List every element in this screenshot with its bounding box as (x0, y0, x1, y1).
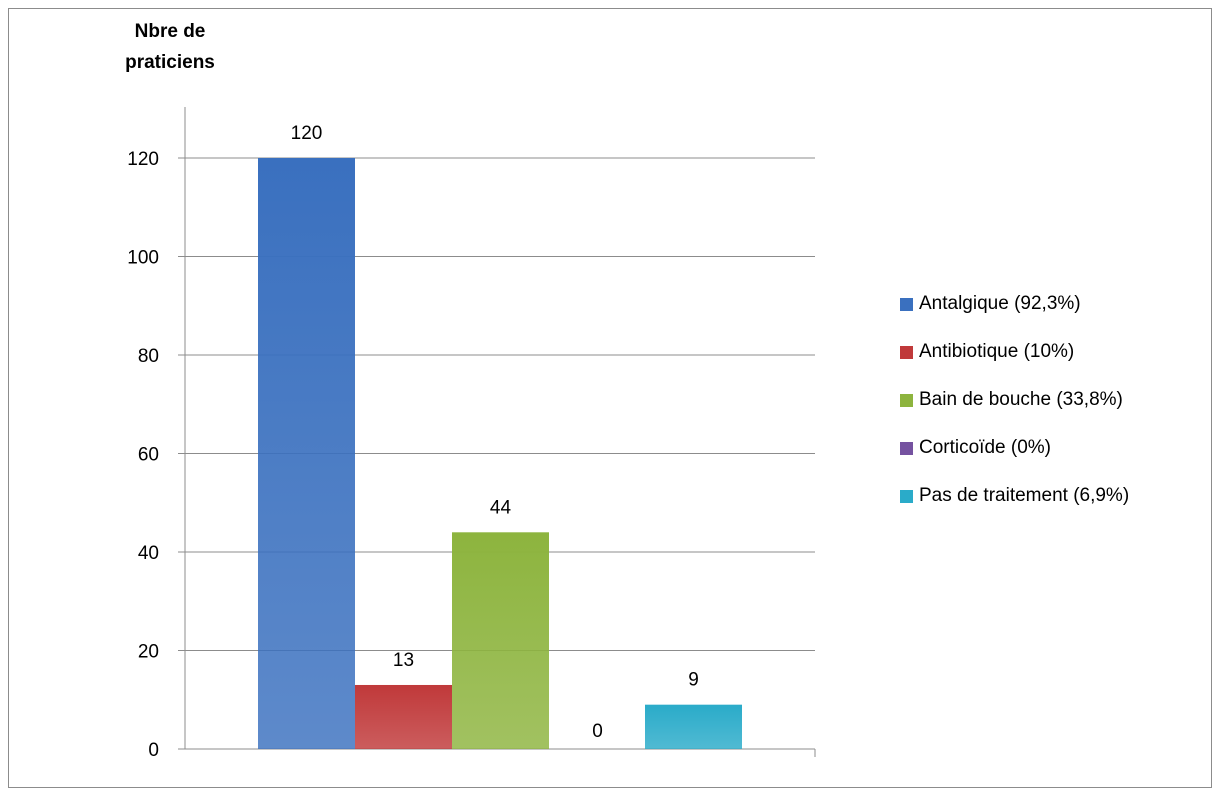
legend-label: Pas de traitement (6,9%) (919, 485, 1130, 506)
bar (452, 532, 549, 749)
legend: Antalgique (92,3%) Antibiotique (10%) Bain… (900, 280, 1129, 520)
bar (645, 704, 742, 749)
data-label: 13 (393, 650, 414, 671)
y-tick-label: 120 (127, 149, 159, 170)
bar (258, 158, 355, 749)
y-tick-label: 20 (138, 642, 159, 663)
data-label: 9 (688, 670, 699, 691)
y-tick-label: 80 (138, 346, 159, 367)
legend-item: Antibiotique (10%) (900, 328, 1129, 376)
legend-item: Bain de bouche (33,8%) (900, 376, 1129, 424)
legend-item: Antalgique (92,3%) (900, 280, 1129, 328)
legend-item: Corticoïde (0%) (900, 424, 1129, 472)
y-tick-label: 60 (138, 445, 159, 466)
legend-label: Corticoïde (0%) (919, 437, 1051, 458)
legend-swatch (900, 441, 913, 455)
bar-chart: 0 20 40 60 80 100 120 120 13 44 0 9 (127, 107, 816, 761)
legend-swatch (900, 345, 913, 359)
y-tick-label: 0 (148, 740, 159, 761)
y-axis-title: Nbre de praticiens (125, 21, 215, 73)
legend-label: Antibiotique (10%) (919, 341, 1075, 362)
legend-swatch (900, 297, 913, 311)
bar (355, 684, 452, 749)
data-label: 0 (592, 721, 603, 742)
legend-swatch (900, 489, 913, 503)
legend-label: Antalgique (92,3%) (919, 293, 1081, 314)
y-tick-label: 40 (138, 543, 159, 564)
legend-item: Pas de traitement (6,9%) (900, 472, 1129, 520)
data-label: 120 (291, 123, 323, 144)
data-label: 44 (490, 497, 512, 518)
legend-label: Bain de bouche (33,8%) (919, 389, 1123, 410)
y-tick-label: 100 (127, 248, 159, 269)
legend-swatch (900, 393, 913, 407)
